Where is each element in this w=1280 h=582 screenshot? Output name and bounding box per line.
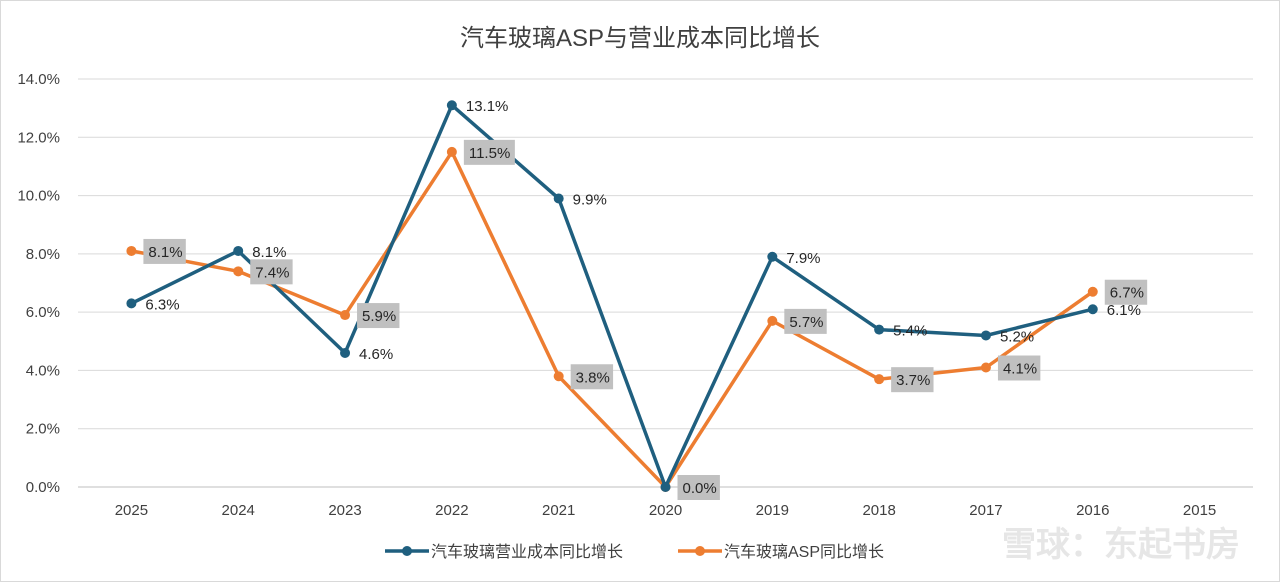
- data-point: [660, 482, 671, 492]
- legend-marker: [402, 546, 412, 556]
- x-tick-label: 2016: [1076, 502, 1109, 519]
- data-label: 3.8%: [576, 369, 610, 386]
- x-tick-label: 2018: [862, 502, 895, 519]
- data-point: [446, 100, 457, 111]
- data-point: [1087, 286, 1098, 297]
- x-tick-label: 2017: [969, 502, 1002, 519]
- data-labels: 6.3% 8.1% 4.6% 13.1% 9.9% 7.9% 5.4% 5.2% 6.1% 8.1…: [143, 98, 1148, 500]
- x-tick-label: 2020: [649, 502, 682, 519]
- data-label: 4.6%: [359, 346, 393, 363]
- data-label: 0.0%: [683, 480, 717, 497]
- data-label: 8.1%: [148, 244, 182, 261]
- data-label: 5.7%: [789, 314, 823, 331]
- data-label: 5.4%: [893, 323, 927, 340]
- y-tick-label: 6.0%: [26, 304, 60, 321]
- data-label-box: [357, 303, 400, 329]
- data-label: 9.9%: [573, 191, 607, 208]
- data-label: 8.1%: [252, 244, 286, 261]
- data-label: 7.4%: [255, 264, 289, 281]
- legend-label: 汽车玻璃营业成本同比增长: [431, 543, 623, 561]
- data-point: [126, 298, 137, 309]
- x-tick-label: 2024: [222, 502, 255, 519]
- data-point: [340, 347, 351, 358]
- data-label: 13.1%: [466, 98, 509, 115]
- legend-item-0: 汽车玻璃营业成本同比增长: [385, 543, 623, 561]
- y-tick-label: 8.0%: [26, 246, 60, 263]
- data-label-box: [677, 475, 720, 500]
- x-tick-label: 2023: [328, 502, 361, 519]
- x-tick-label: 2019: [756, 502, 789, 519]
- x-axis-ticks: 2025 2024 2023 2022 2021 2020 2019 2018 2017 2016…: [115, 502, 1217, 519]
- y-axis-ticks: 0.0% 2.0% 4.0% 6.0% 8.0% 10.0% 12.0% 14.0%: [17, 71, 60, 496]
- data-point: [553, 193, 564, 204]
- data-point: [980, 330, 991, 341]
- data-point: [553, 371, 564, 382]
- y-tick-label: 14.0%: [17, 71, 60, 88]
- data-label: 6.1%: [1107, 302, 1141, 319]
- gridlines: [78, 78, 1253, 488]
- data-point: [767, 315, 778, 326]
- data-label-box: [463, 139, 515, 165]
- series-0: [126, 100, 1098, 492]
- data-label-box: [784, 308, 827, 334]
- data-label: 6.7%: [1110, 285, 1144, 302]
- series-line: [130, 103, 1094, 489]
- data-label-box: [891, 367, 934, 393]
- y-tick-label: 12.0%: [17, 129, 60, 146]
- data-label-box: [250, 259, 293, 285]
- legend-item-1: 汽车玻璃ASP同比增长: [678, 543, 884, 561]
- data-label: 11.5%: [469, 145, 510, 162]
- y-tick-label: 4.0%: [26, 362, 60, 379]
- data-point: [126, 245, 137, 256]
- data-point: [874, 324, 885, 335]
- data-point: [980, 362, 991, 373]
- data-label: 5.2%: [1000, 328, 1034, 345]
- data-label-box: [570, 364, 614, 390]
- data-label: 5.9%: [362, 308, 396, 325]
- data-point: [233, 266, 244, 277]
- y-tick-label: 2.0%: [26, 421, 60, 438]
- chart-title: 汽车玻璃ASP与营业成本同比增长: [460, 25, 820, 52]
- data-point: [1087, 304, 1098, 315]
- legend: 汽车玻璃营业成本同比增长 汽车玻璃ASP同比增长: [385, 543, 884, 561]
- watermark-text: 雪球：东起书房: [1002, 525, 1240, 564]
- x-tick-label: 2025: [115, 502, 148, 519]
- data-label: 7.9%: [786, 250, 820, 267]
- data-label: 6.3%: [145, 296, 179, 313]
- x-tick-label: 2021: [542, 502, 575, 519]
- data-point: [446, 146, 457, 157]
- data-point: [767, 251, 778, 262]
- data-label: 3.7%: [896, 372, 930, 389]
- data-label-box: [1104, 279, 1148, 305]
- legend-label: 汽车玻璃ASP同比增长: [724, 543, 884, 561]
- data-label-box: [143, 238, 186, 264]
- y-tick-label: 0.0%: [26, 479, 60, 496]
- data-label: 4.1%: [1003, 361, 1037, 378]
- x-tick-label: 2015: [1183, 502, 1216, 519]
- data-point: [233, 245, 244, 256]
- data-point: [340, 310, 351, 321]
- data-point: [874, 374, 885, 385]
- legend-marker: [695, 546, 705, 556]
- x-tick-label: 2022: [435, 502, 468, 519]
- data-label-box: [997, 355, 1041, 381]
- y-tick-label: 10.0%: [17, 188, 60, 205]
